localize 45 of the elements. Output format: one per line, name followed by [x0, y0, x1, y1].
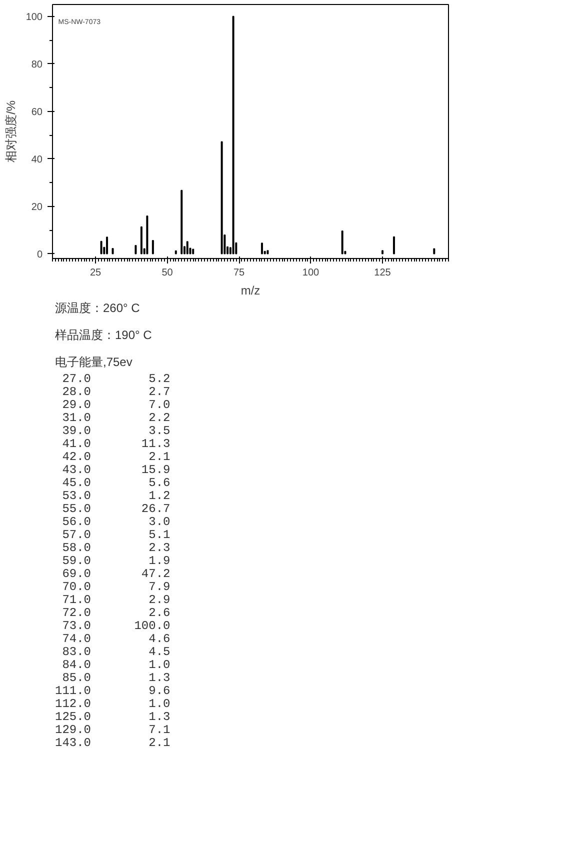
text: 72.0 2.6: [61, 606, 170, 620]
y-tick-label: 100: [26, 12, 43, 23]
x-tick-label: 25: [90, 268, 102, 278]
text: 样品温度：190° C: [55, 327, 153, 344]
text: 83.0 4.5: [61, 645, 170, 660]
text: 73.0 100.0: [61, 619, 170, 634]
text: 29.0 7.0: [61, 398, 170, 412]
text: 31.0 2.2: [61, 411, 170, 426]
x-axis-title: m/z: [240, 284, 260, 298]
text: 43.0 15.9: [61, 463, 170, 478]
text: 58.0 2.3: [61, 541, 170, 556]
text: 55.0 26.7: [61, 502, 170, 516]
x-tick-label: 125: [374, 268, 392, 278]
text: 84.0 1.0: [61, 658, 170, 672]
text: 53.0 1.2: [61, 489, 170, 504]
x-tick-label: 100: [302, 268, 320, 278]
text: 69.0 47.2: [61, 567, 170, 582]
text: 57.0 5.1: [61, 528, 170, 542]
text: 111.0 9.6: [55, 684, 170, 698]
text: 39.0 3.5: [61, 424, 170, 438]
y-tick-label: 40: [31, 154, 43, 166]
text: 112.0 1.0: [55, 697, 170, 712]
text: 70.0 7.9: [61, 580, 170, 594]
y-tick-label: 60: [31, 106, 43, 118]
y-axis-title: 相对强度/%: [4, 100, 18, 162]
text: 56.0 3.0: [61, 515, 170, 530]
text: 28.0 2.7: [61, 385, 170, 400]
x-tick-label: 50: [162, 268, 174, 278]
text: 45.0 5.6: [61, 476, 170, 490]
x-tick-label: 75: [233, 268, 246, 278]
y-tick-label: 80: [31, 59, 43, 70]
text: 源温度：260° C: [55, 300, 141, 317]
text: 71.0 2.9: [61, 593, 170, 608]
y-tick-label: 20: [31, 202, 43, 213]
text: 143.0 2.1: [55, 736, 170, 750]
text: 129.0 7.1: [55, 723, 170, 738]
text: 电子能量,75ev: [55, 354, 134, 372]
y-tick-label: 0: [36, 249, 43, 260]
text: 27.0 5.2: [61, 372, 170, 386]
text: 59.0 1.9: [61, 554, 170, 568]
text: 42.0 2.1: [61, 450, 170, 464]
text: 74.0 4.6: [61, 632, 170, 646]
text: 125.0 1.3: [55, 710, 170, 724]
text: 85.0 1.3: [61, 671, 170, 686]
text: 41.0 11.3: [61, 437, 170, 452]
